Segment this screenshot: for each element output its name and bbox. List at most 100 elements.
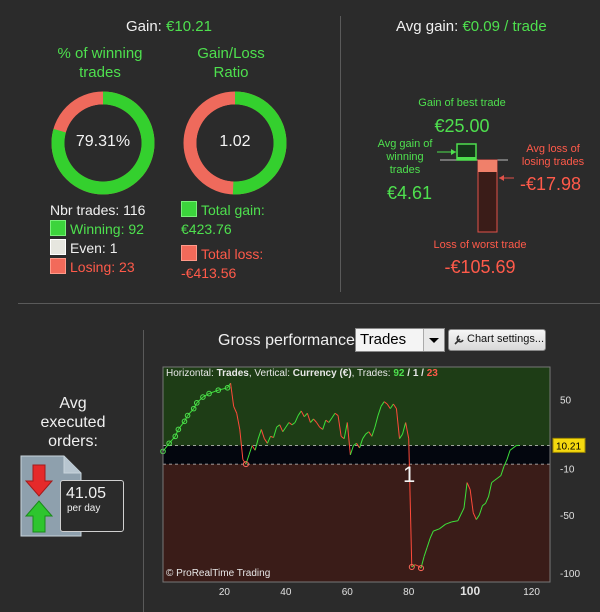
line-segment xyxy=(353,442,357,447)
line-segment xyxy=(362,433,367,439)
line-segment xyxy=(485,496,490,504)
winning-trade-marker xyxy=(215,387,222,393)
line-segment xyxy=(411,564,416,568)
line-segment xyxy=(251,445,256,451)
winning-donut-winning-arc xyxy=(51,91,155,195)
performance-line xyxy=(163,382,520,569)
breakeven-marker-label: 1 xyxy=(403,462,415,487)
line-segment xyxy=(439,523,446,530)
line-segment xyxy=(359,438,364,449)
legend-winning: 92 xyxy=(393,368,405,379)
chart-settings-button[interactable]: Chart settings... xyxy=(448,329,546,351)
line-segment xyxy=(509,447,514,451)
plot-frame xyxy=(162,366,551,583)
legend-sep-1: / xyxy=(404,368,413,379)
chevron-down-icon[interactable] xyxy=(423,329,444,351)
losing-trade-marker xyxy=(418,565,424,572)
avg-loss-bar xyxy=(478,160,497,172)
line-segment xyxy=(276,424,281,428)
winning-pct-title-line2: trades xyxy=(79,64,121,81)
losing-count: Losing: 23 xyxy=(70,259,135,275)
x-axis: 20 40 60 80 100 120 xyxy=(219,584,540,598)
legend-sep-2: / xyxy=(418,368,427,379)
line-segment xyxy=(322,420,327,430)
line-segment xyxy=(316,422,321,428)
avg-orders-title-3: orders: xyxy=(48,433,98,450)
line-segment xyxy=(494,475,502,481)
sell-arrow-icon xyxy=(24,464,54,497)
line-segment xyxy=(254,438,259,451)
vertical-divider-bottom xyxy=(143,330,144,612)
line-segment xyxy=(168,436,176,444)
nbr-trades: Nbr trades: 116 xyxy=(50,202,146,218)
line-segment xyxy=(469,489,474,513)
winning-pct-title-line1: % of winning xyxy=(57,45,143,62)
ratio-title-line2: Ratio xyxy=(213,64,249,81)
legend-v: , Vertical: xyxy=(248,368,290,379)
avg-gain-bar xyxy=(457,157,476,160)
gain-label: Gain: xyxy=(126,18,162,35)
line-segment xyxy=(466,482,471,490)
line-segment xyxy=(414,564,419,567)
line-segment xyxy=(257,429,262,439)
ratio-title: Gain/Loss Ratio xyxy=(176,44,286,82)
avg-orders-title-2: executed xyxy=(40,414,106,431)
line-segment xyxy=(380,401,385,407)
line-segment xyxy=(389,403,394,409)
loss-zone xyxy=(163,457,550,582)
line-segment xyxy=(319,426,324,430)
line-segment xyxy=(313,418,317,423)
y-tick-label: 50 xyxy=(560,395,572,406)
avg-gain-trades-value: €4.61 xyxy=(387,183,433,203)
line-segment xyxy=(208,389,219,395)
current-value-label: 10.21 xyxy=(556,441,581,452)
orders-value: 41.05 xyxy=(66,485,107,502)
line-segment xyxy=(294,415,299,423)
line-segment xyxy=(405,422,410,439)
line-segment xyxy=(368,431,373,437)
y-tick-label: -10 xyxy=(560,465,575,476)
orders-value-box: 41.05 per day xyxy=(60,480,124,532)
line-segment xyxy=(273,426,278,438)
totals: Total gain: €423.76 Total loss: -€413.56 xyxy=(181,201,265,283)
wrench-icon xyxy=(454,335,464,345)
line-segment xyxy=(328,417,333,423)
winning-pct-value: 79.31% xyxy=(75,133,131,150)
line-segment xyxy=(457,507,465,521)
avg-gain-trades-label: Avg gain of winning trades xyxy=(372,138,438,177)
line-segment xyxy=(503,459,508,467)
avg-loss-trades-label-1: Avg loss of xyxy=(526,143,580,155)
winning-trade-marker xyxy=(193,400,200,406)
line-segment xyxy=(285,422,290,428)
y-tick-label: -100 xyxy=(560,569,580,580)
horizontal-axis-select-value: Trades xyxy=(360,331,407,348)
line-segment xyxy=(417,565,422,569)
line-segment xyxy=(337,415,342,437)
winning-donut xyxy=(51,91,155,195)
line-segment xyxy=(245,454,250,465)
avg-loss-trades-value: -€17.98 xyxy=(520,174,582,194)
line-segment xyxy=(392,403,397,409)
line-segment xyxy=(423,547,428,557)
best-trade-value: €25.00 xyxy=(434,116,490,136)
gain-value: €10.21 xyxy=(166,18,212,35)
line-segment xyxy=(506,450,511,460)
winning-trade-marker xyxy=(184,412,191,419)
line-segment xyxy=(512,445,517,449)
trade-counts: Nbr trades: 116 Winning: 92 Even: 1 Losi… xyxy=(50,201,145,277)
horizontal-divider xyxy=(18,303,600,304)
line-segment xyxy=(374,415,379,428)
avg-gain-trades-label-2: winning xyxy=(386,151,424,163)
breakeven-band xyxy=(163,445,550,465)
line-segment xyxy=(291,422,296,426)
line-segment xyxy=(395,408,400,439)
losing-trade-marker xyxy=(408,563,415,570)
even-count: Even: 1 xyxy=(70,240,118,256)
avg-gain-trades-label-1: Avg gain of xyxy=(377,138,433,150)
horizontal-axis-select[interactable]: Trades xyxy=(355,328,445,352)
legend-h: Horizontal: xyxy=(166,368,214,379)
line-segment xyxy=(279,424,284,432)
line-segment xyxy=(386,403,391,409)
line-segment xyxy=(463,482,468,509)
